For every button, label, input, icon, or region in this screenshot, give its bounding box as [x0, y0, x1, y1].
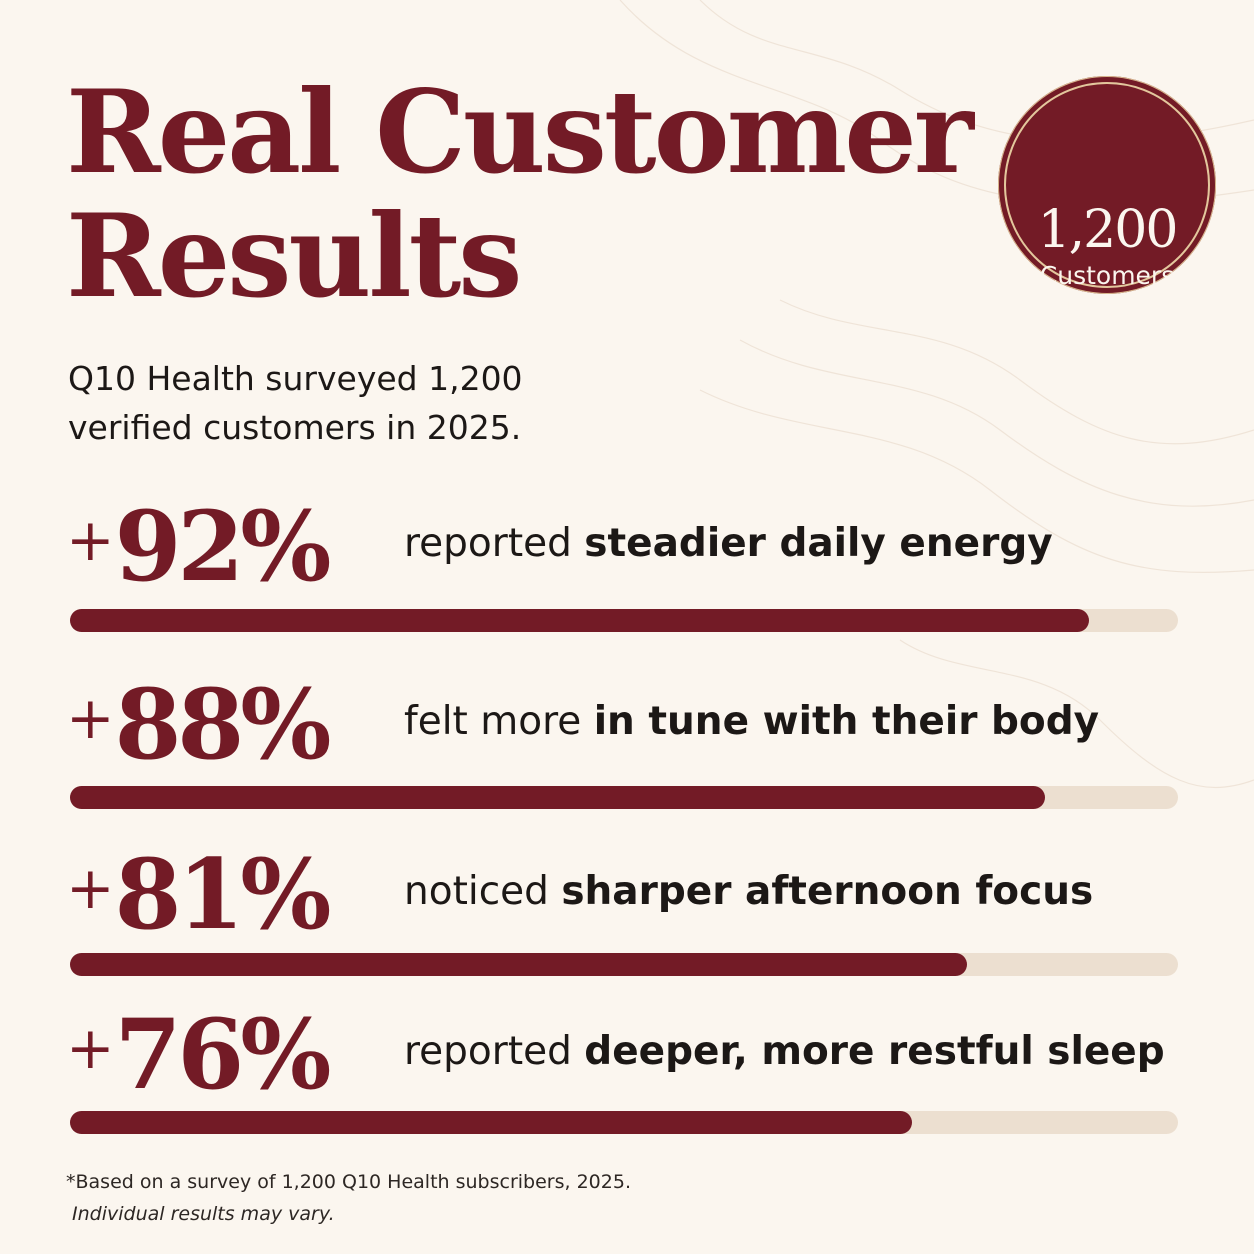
footnote-line-1: *Based on a survey of 1,200 Q10 Health s…: [66, 1171, 631, 1193]
stat-value: +92%: [66, 490, 331, 597]
stat-value: +81%: [66, 838, 331, 945]
progress-track: [70, 786, 1178, 809]
progress-fill: [70, 609, 1090, 632]
stat-emphasis-text: steadier daily energy: [584, 521, 1053, 566]
plus-sign: +: [66, 854, 115, 922]
badge-ring: [1004, 82, 1210, 288]
badge-label-line-2: Surveyed: [1047, 292, 1167, 321]
page-title: Real Customer Results: [66, 70, 986, 318]
stat-value: +88%: [66, 668, 331, 775]
progress-track: [70, 953, 1178, 976]
progress-fill: [70, 953, 968, 976]
badge-label: Customers Surveyed: [998, 260, 1216, 322]
badge-number: 1,200: [1037, 200, 1179, 260]
stat-description: felt more in tune with their body: [404, 698, 1099, 746]
stat-description: reported deeper, more restful sleep: [404, 1028, 1165, 1076]
stat-lead-text: reported: [404, 1029, 572, 1074]
stat-description: reported steadier daily energy: [404, 520, 1053, 568]
stat-percent: 92%: [114, 490, 332, 603]
title-line-2: Results: [66, 189, 522, 323]
plus-sign: +: [66, 506, 115, 574]
stat-emphasis-text: deeper, more restful sleep: [584, 1029, 1165, 1074]
footnote: *Based on a survey of 1,200 Q10 Health s…: [66, 1166, 631, 1230]
subtitle-line-1: Q10 Health surveyed 1,200: [68, 359, 523, 398]
stat-percent: 81%: [114, 838, 332, 951]
stat-lead-text: reported: [404, 521, 572, 566]
stat-lead-text: felt more: [404, 699, 582, 744]
footnote-line-2: Individual results may vary.: [72, 1203, 335, 1225]
stat-emphasis-text: in tune with their body: [593, 699, 1100, 744]
progress-fill: [70, 786, 1046, 809]
subtitle: Q10 Health surveyed 1,200 verified custo…: [68, 354, 588, 452]
stat-emphasis-text: sharper afternoon focus: [561, 869, 1094, 914]
stat-lead-text: noticed: [404, 869, 549, 914]
subtitle-line-2: verified customers in 2025.: [68, 408, 522, 447]
progress-track: [70, 609, 1178, 632]
badge-label-line-1: Customers: [1039, 261, 1175, 290]
progress-track: [70, 1111, 1178, 1134]
plus-sign: +: [66, 1014, 115, 1082]
title-line-1: Real Customer: [66, 65, 974, 199]
customers-surveyed-badge: 1,200 Customers Surveyed: [998, 76, 1216, 321]
plus-sign: +: [66, 684, 115, 752]
progress-fill: [70, 1111, 913, 1134]
stat-percent: 76%: [114, 998, 332, 1111]
stat-description: noticed sharper afternoon focus: [404, 868, 1093, 916]
stat-percent: 88%: [114, 668, 332, 781]
stat-value: +76%: [66, 998, 331, 1105]
